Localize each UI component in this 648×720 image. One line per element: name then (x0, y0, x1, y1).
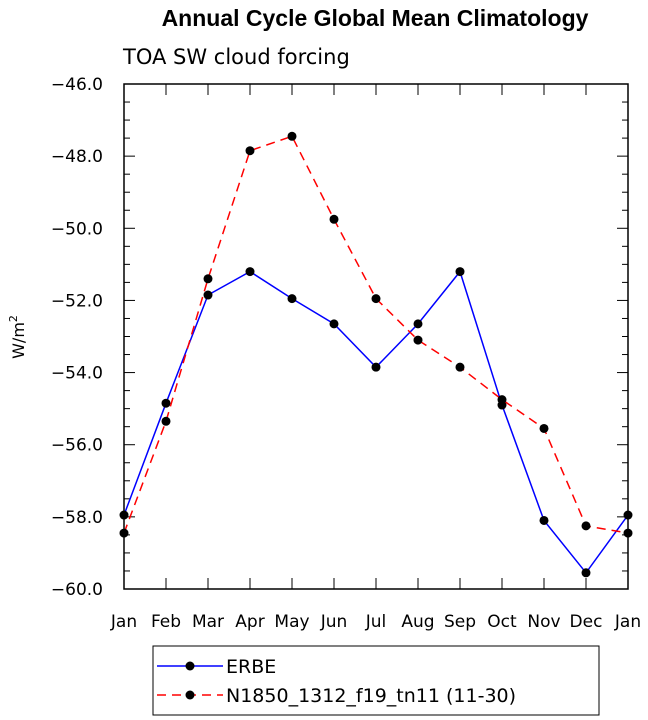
y-tick-label: −60.0 (51, 580, 103, 600)
series-line-1 (123, 135, 629, 534)
x-tick-label: May (274, 612, 309, 632)
x-tick-label: Aug (401, 612, 434, 632)
x-tick-label: Dec (570, 612, 603, 632)
legend-box (152, 645, 600, 716)
series-1-point (497, 395, 507, 405)
x-tick-label: Sep (444, 612, 476, 632)
legend-marker-0 (185, 661, 195, 671)
y-axis-label-superscript: 2 (7, 315, 20, 322)
series-0-point (329, 319, 339, 329)
series-0-point (203, 290, 213, 300)
series-0-point (413, 319, 423, 329)
x-tick-label: Nov (527, 612, 560, 632)
series-1-point (245, 146, 255, 156)
x-tick-label: Mar (192, 612, 224, 632)
y-tick-label: −50.0 (51, 219, 103, 239)
legend-marker-1 (185, 690, 195, 700)
plot-frame (123, 83, 629, 590)
series-1-point (161, 416, 171, 426)
series-layer (119, 131, 633, 578)
y-tick-label: −56.0 (51, 436, 103, 456)
legend-label-1: N1850_1312_f19_tn11 (11-30) (226, 685, 516, 707)
legend: ERBE N1850_1312_f19_tn11 (11-30) (152, 645, 600, 716)
series-1-point (329, 214, 339, 224)
x-tick-label: Feb (151, 612, 181, 632)
series-line-0 (123, 270, 629, 575)
x-tick-label: Oct (487, 612, 517, 632)
chart-subtitle: TOA SW cloud forcing (122, 45, 350, 69)
series-1-point (539, 423, 549, 433)
y-axis-label-text: W/m (9, 322, 28, 359)
series-0-point (287, 294, 297, 304)
series-1-point (581, 521, 591, 531)
x-tick-label: Jun (320, 612, 348, 632)
plot-area (119, 83, 633, 590)
x-tick-label: Jan (614, 612, 641, 632)
series-1-point (287, 131, 297, 141)
y-tick-label: −52.0 (51, 291, 103, 311)
y-tick-label: −54.0 (51, 364, 103, 384)
axis-ticks (123, 83, 629, 590)
series-1-point (455, 362, 465, 372)
legend-label-0: ERBE (226, 656, 276, 678)
x-tick-label: Jul (365, 612, 387, 632)
y-tick-label: −58.0 (51, 508, 103, 528)
y-axis-tick-labels: −46.0 −48.0 −50.0 −52.0 −54.0 −56.0 −58.0 −60.0 (51, 75, 103, 600)
x-tick-label: Apr (235, 612, 264, 632)
y-axis-label: W/m2 (7, 315, 28, 359)
series-1-point (371, 294, 381, 304)
series-0-point (455, 267, 465, 277)
x-tick-label: Jan (110, 612, 137, 632)
y-tick-label: −46.0 (51, 75, 103, 95)
series-0-point (245, 267, 255, 277)
series-0-point (581, 568, 591, 578)
x-axis-tick-labels: Jan Feb Mar Apr May Jun Jul Aug Sep Oct Nov Dec Jan (110, 612, 641, 632)
series-1-point (203, 274, 213, 284)
chart-title: Annual Cycle Global Mean Climatology (162, 5, 589, 31)
series-0-point (161, 398, 171, 408)
y-tick-label: −48.0 (51, 147, 103, 167)
series-0-point (539, 515, 549, 525)
series-0-point (371, 362, 381, 372)
series-1-point (413, 335, 423, 345)
